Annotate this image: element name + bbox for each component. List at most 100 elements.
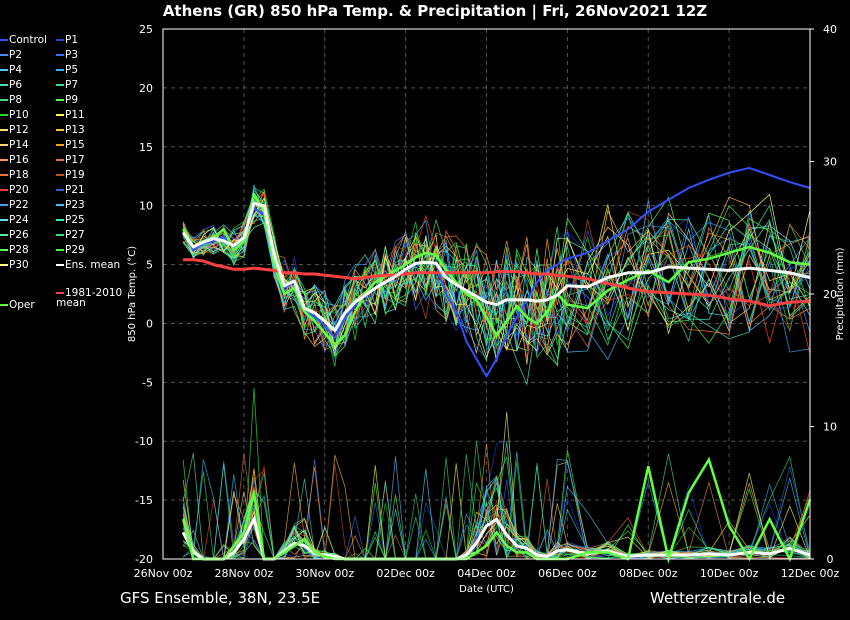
data-point <box>475 542 477 544</box>
data-point <box>303 545 306 547</box>
series-ens-mean <box>181 201 811 332</box>
data-point <box>354 301 356 303</box>
x-tick-label: 28Nov 00z <box>215 567 274 580</box>
data-point <box>303 538 306 540</box>
data-point <box>516 299 518 301</box>
data-point <box>506 334 508 336</box>
data-point <box>496 531 498 534</box>
data-point <box>425 261 427 263</box>
data-point <box>182 232 184 234</box>
data-point <box>243 531 245 534</box>
data-point <box>233 545 235 547</box>
member-line <box>182 197 811 344</box>
data-point <box>283 272 285 274</box>
data-point <box>233 245 235 247</box>
legend-item: P18 <box>0 168 29 183</box>
data-point <box>465 554 467 556</box>
data-point <box>688 492 690 494</box>
data-point <box>546 273 548 275</box>
legend-swatch <box>0 264 8 266</box>
data-point <box>627 228 629 230</box>
data-point <box>364 292 366 294</box>
data-point <box>334 555 336 558</box>
data-point <box>314 320 316 322</box>
x-tick-label: 08Dec 00z <box>619 567 678 580</box>
data-point <box>182 531 184 534</box>
legend-item: P11 <box>56 108 85 123</box>
data-point <box>364 276 366 279</box>
data-point <box>769 553 771 555</box>
legend-item: P19 <box>56 168 85 183</box>
legend-item: P29 <box>56 243 85 258</box>
plot-frame <box>162 28 811 560</box>
legend-swatch <box>0 114 8 116</box>
data-point <box>667 266 670 268</box>
data-point <box>667 281 670 283</box>
data-point <box>485 301 488 303</box>
legend-item: P5 <box>56 63 78 78</box>
data-point <box>374 281 376 283</box>
data-point <box>536 273 538 275</box>
legend-swatch <box>56 219 64 221</box>
data-point <box>728 525 730 527</box>
legend-label: P23 <box>65 199 85 211</box>
data-point <box>536 300 538 302</box>
data-point <box>405 273 407 275</box>
data-point <box>506 271 508 273</box>
data-point <box>728 252 730 254</box>
data-point <box>667 199 670 201</box>
data-point <box>283 285 285 287</box>
legend-label: P19 <box>65 169 85 181</box>
data-point <box>465 289 467 292</box>
data-point <box>496 358 498 360</box>
legend-item: P28 <box>0 243 29 258</box>
data-point <box>536 322 538 324</box>
data-point <box>728 298 730 300</box>
axes: 25 20 15 10 5 0 -5 -10 -15 -20 40 30 20 10 0 26Nov 00z 2… <box>127 23 846 595</box>
member-line <box>182 193 811 359</box>
data-point <box>445 276 447 279</box>
y-tick-label: -10 <box>135 435 153 448</box>
data-point <box>587 278 589 280</box>
legend-swatch <box>0 84 8 86</box>
data-point <box>303 307 306 309</box>
legend-label: P20 <box>9 184 29 196</box>
legend-label: Ens. mean <box>65 259 121 271</box>
legend-item: P12 <box>0 123 29 138</box>
legend-item: P4 <box>0 63 22 78</box>
y-tick-label: -15 <box>135 494 153 507</box>
data-point <box>789 301 791 303</box>
ensemble-members <box>182 184 811 561</box>
data-point <box>485 317 488 319</box>
data-point <box>566 304 569 306</box>
data-point <box>506 534 508 536</box>
data-point <box>344 312 346 314</box>
legend-swatch <box>56 292 64 294</box>
x-tick-label: 06Dec 00z <box>538 567 597 580</box>
data-point <box>516 317 518 319</box>
data-point <box>587 286 589 288</box>
legend-label: P9 <box>65 94 79 106</box>
data-point <box>627 279 629 281</box>
data-point <box>314 312 316 314</box>
data-point <box>667 292 670 294</box>
legend-swatch <box>0 144 8 146</box>
y-right-tick-label: 0 <box>827 553 834 566</box>
data-point <box>728 172 730 174</box>
legend-item: P2 <box>0 48 22 63</box>
data-point <box>253 518 255 520</box>
x-tick-label: 04Dec 00z <box>457 567 516 580</box>
data-point <box>789 547 791 550</box>
data-point <box>516 545 518 547</box>
data-point <box>283 287 285 289</box>
legend-item-oper: Oper <box>0 298 35 313</box>
data-point <box>688 261 690 263</box>
legend-label: P2 <box>9 49 23 61</box>
data-point <box>223 228 225 230</box>
data-point <box>273 264 275 266</box>
data-point <box>587 551 589 554</box>
data-point <box>566 275 569 277</box>
data-point <box>647 465 649 467</box>
data-point <box>506 299 508 301</box>
y-tick-label: 10 <box>139 200 153 213</box>
